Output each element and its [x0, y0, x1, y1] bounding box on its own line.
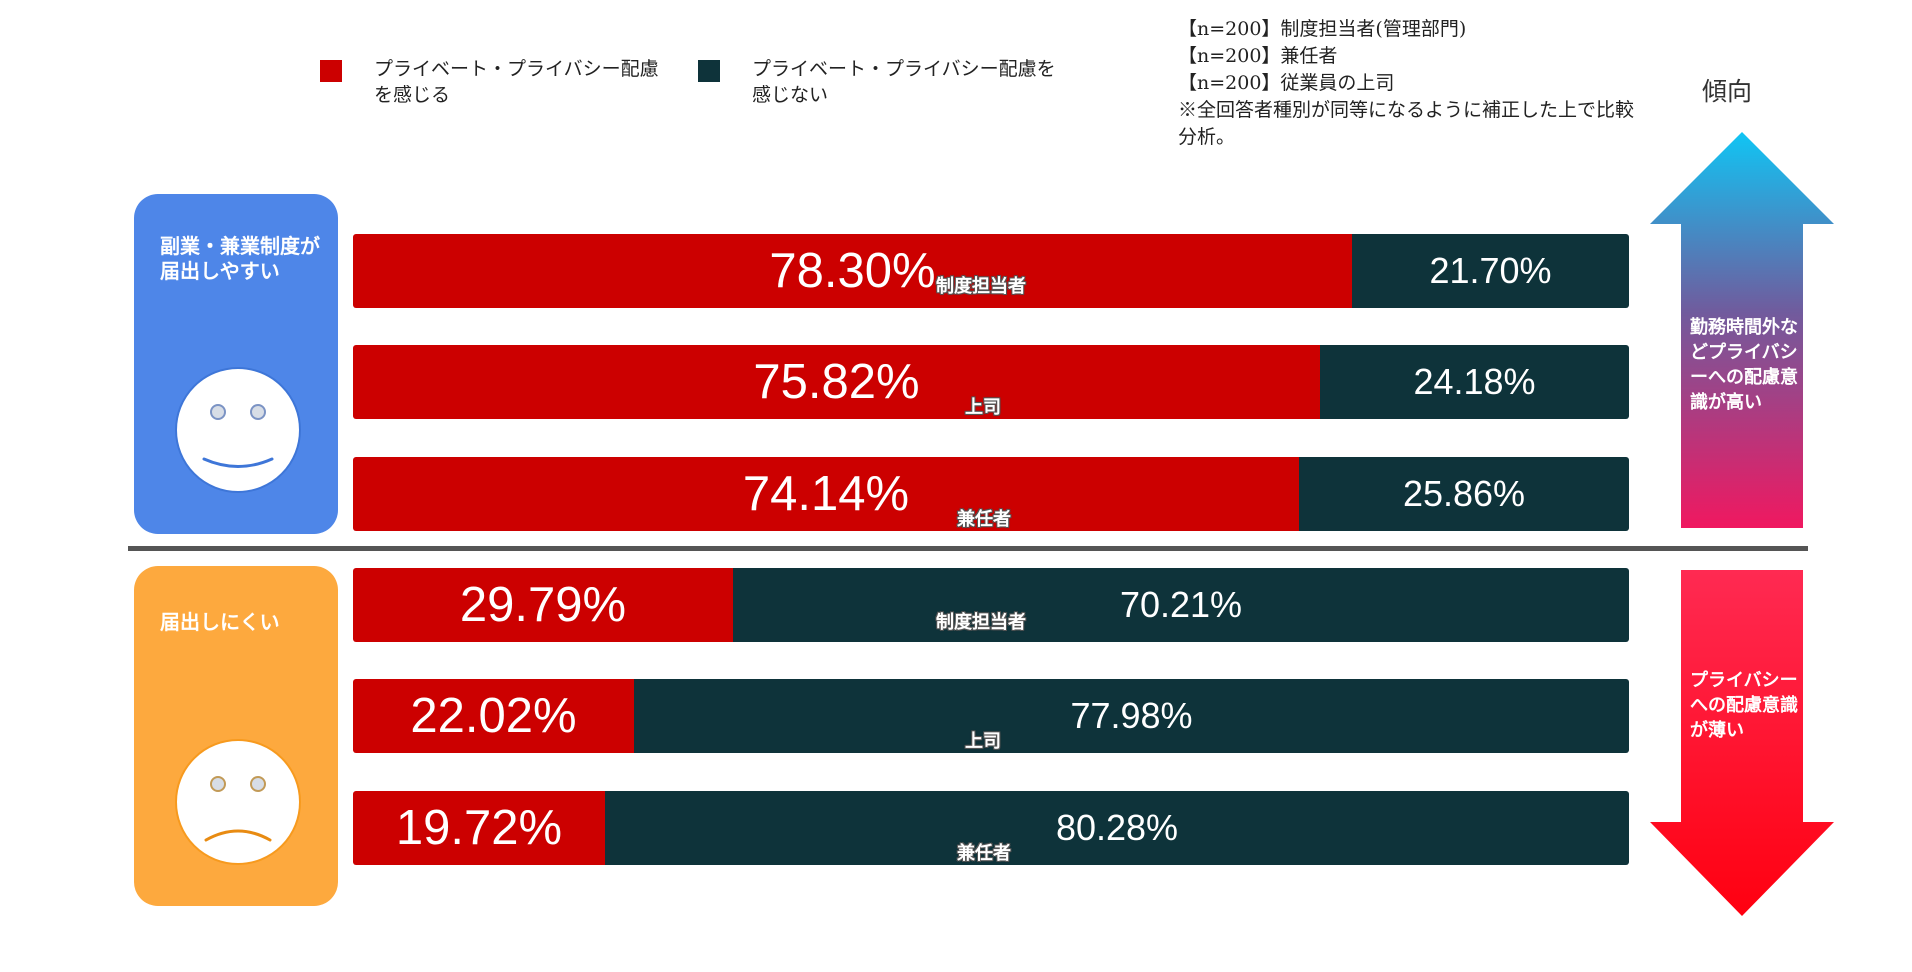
group-panel-hard: 届出しにくい	[134, 566, 338, 906]
data-label-positive: 22.02%	[410, 689, 577, 743]
bar-segment-positive: 74.14%	[353, 457, 1299, 531]
trend-up-label: 勤務時間外などプライバシーへの配慮意識が高い	[1690, 317, 1798, 413]
respondent-tag: 兼任者	[957, 509, 1011, 530]
group-panel-easy: 副業・兼業制度が届出しやすい	[134, 194, 338, 534]
bar-segment-negative: 24.18%	[1320, 345, 1629, 419]
data-label-negative: 24.18%	[1413, 361, 1536, 402]
note-line: ※全回答者種別が同等になるように補正した上で比較分析。	[1178, 99, 1635, 148]
data-label-positive: 29.79%	[459, 578, 627, 632]
data-label-positive: 78.30%	[769, 244, 936, 298]
sad-face-icon	[175, 739, 301, 865]
bar-row: 78.30% 21.70%	[353, 234, 1629, 308]
respondent-tag: 上司	[965, 731, 1001, 752]
data-label-negative: 70.21%	[1119, 584, 1243, 625]
bar-row: 75.82% 24.18%	[353, 345, 1629, 419]
bar-row: 22.02% 77.98%	[353, 679, 1629, 753]
data-label-positive: 74.14%	[742, 467, 910, 521]
bar-segment-negative: 21.70%	[1352, 234, 1629, 308]
note-line: 【n=200】従業員の上司	[1178, 72, 1395, 94]
note-line: 【n=200】制度担当者(管理部門)	[1178, 18, 1467, 40]
group-divider	[128, 546, 1808, 551]
respondent-tag: 制度担当者	[936, 612, 1026, 633]
respondent-tag: 制度担当者	[936, 276, 1026, 297]
legend-positive: プライベート・プライバシー配慮を感じる	[320, 56, 659, 108]
bar-segment-negative: 80.28%	[605, 791, 1629, 865]
legend-label-negative: プライベート・プライバシー配慮を感じない	[752, 58, 1056, 106]
bar-segment-negative: 77.98%	[634, 679, 1629, 753]
bar-segment-positive: 22.02%	[353, 679, 634, 753]
trend-down-label: プライバシーへの配慮意識が薄い	[1690, 670, 1798, 741]
smile-face-icon	[175, 367, 301, 493]
legend-negative: プライベート・プライバシー配慮を感じない	[698, 56, 1072, 108]
bar-segment-positive: 78.30%	[353, 234, 1352, 308]
respondent-tag: 兼任者	[957, 843, 1011, 864]
group-label-easy: 副業・兼業制度が届出しやすい	[160, 234, 320, 283]
data-label-negative: 80.28%	[1055, 807, 1179, 848]
bar-segment-positive: 75.82%	[353, 345, 1320, 419]
data-label-negative: 77.98%	[1070, 695, 1193, 736]
respondent-tag: 上司	[965, 397, 1001, 418]
bar-row: 74.14% 25.86%	[353, 457, 1629, 531]
bar-segment-positive: 19.72%	[353, 791, 605, 865]
bar-row: 29.79% 70.21%	[353, 568, 1629, 642]
data-label-negative: 21.70%	[1429, 250, 1552, 291]
legend-label-positive: プライベート・プライバシー配慮を感じる	[374, 58, 659, 106]
note-line: 【n=200】兼任者	[1178, 45, 1338, 67]
trend-down-arrow-icon	[1650, 570, 1834, 916]
legend-swatch-positive	[320, 60, 342, 82]
trend-up-arrow-icon	[1650, 132, 1834, 528]
data-label-positive: 75.82%	[753, 355, 920, 409]
data-label-positive: 19.72%	[395, 801, 563, 855]
legend-swatch-negative	[698, 60, 720, 82]
bar-segment-negative: 25.86%	[1299, 457, 1629, 531]
group-label-hard: 届出しにくい	[160, 610, 280, 634]
bar-row: 19.72% 80.28%	[353, 791, 1629, 865]
trend-title: 傾向	[1702, 77, 1753, 106]
sample-notes: 【n=200】制度担当者(管理部門) 【n=200】兼任者 【n=200】従業員…	[1178, 16, 1648, 151]
data-label-negative: 25.86%	[1402, 473, 1526, 514]
bar-segment-positive: 29.79%	[353, 568, 733, 642]
bar-segment-negative: 70.21%	[733, 568, 1629, 642]
